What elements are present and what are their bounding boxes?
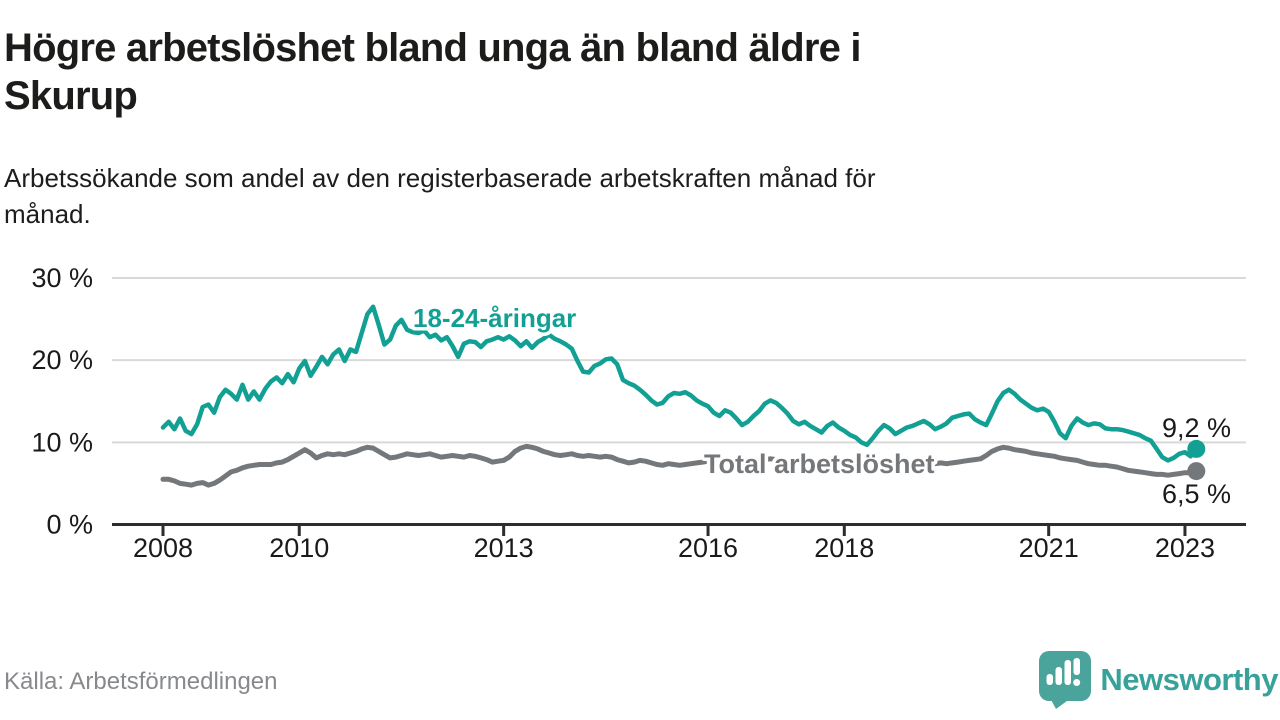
brand-wordmark: Newsworthy (1100, 662, 1278, 697)
page-title-line2: Skurup (4, 74, 138, 118)
x-tick-label: 2021 (1019, 533, 1079, 563)
series-end-dot-total (1187, 462, 1206, 481)
page-subtitle-line1: Arbetssökande som andel av den registerb… (4, 163, 876, 193)
x-axis-tick-labels: 2008 2010 2013 2016 2018 2021 2023 (133, 533, 1215, 563)
series-lines (160, 304, 1206, 488)
series-label-youth: 18-24-åringar (413, 303, 576, 333)
x-tick-label: 2016 (678, 533, 738, 563)
end-value-label-total: 6,5 % (1162, 479, 1231, 509)
series-end-dot-youth (1187, 439, 1206, 458)
page-subtitle-line2: månad. (4, 199, 91, 229)
x-tick-label: 2010 (269, 533, 329, 563)
gridlines (112, 276, 1246, 444)
y-tick-label: 0 % (46, 510, 93, 540)
y-axis-tick-labels: 0 % 10 % 20 % 30 % (31, 263, 93, 540)
series-line-youth (160, 304, 1199, 463)
newsworthy-logo-icon (1039, 651, 1092, 709)
y-tick-label: 30 % (31, 263, 93, 293)
y-tick-label: 20 % (31, 345, 93, 375)
series-line-total (160, 443, 1199, 488)
end-value-label-youth: 9,2 % (1162, 413, 1231, 443)
x-tick-label: 2008 (133, 533, 193, 563)
page-subtitle: Arbetssökande som andel av den registerb… (4, 160, 876, 232)
source-note: Källa: Arbetsförmedlingen (4, 668, 278, 695)
series-label-total: Total arbetslöshet (704, 449, 935, 479)
x-axis (112, 523, 1246, 536)
y-tick-label: 10 % (31, 427, 93, 457)
page-title-line1: Högre arbetslöshet bland unga än bland ä… (4, 26, 861, 70)
x-tick-label: 2023 (1155, 533, 1215, 563)
x-tick-label: 2013 (474, 533, 534, 563)
x-tick-label: 2018 (814, 533, 874, 563)
brand-logo: Newsworthy (1036, 648, 1278, 712)
page-title: Högre arbetslöshet bland unga än bland ä… (4, 24, 861, 120)
